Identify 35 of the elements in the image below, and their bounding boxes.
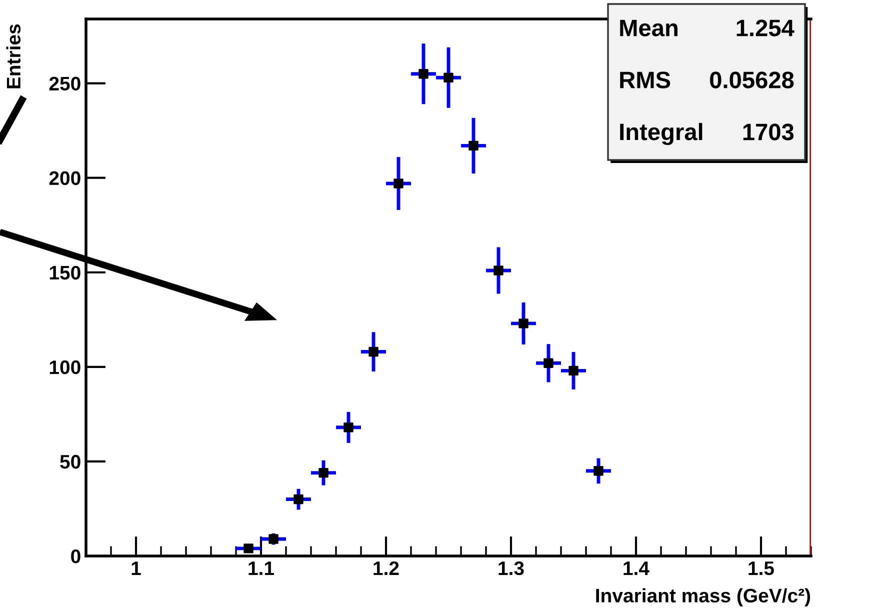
y-tick-label: 0 [71, 549, 80, 564]
x-tick-label: 1.1 [248, 562, 274, 575]
point [494, 266, 504, 276]
point [468, 140, 478, 151]
x-tick-label: 1.4 [624, 562, 650, 575]
x-axis-title: Invariant mass (GeV/c²) [596, 588, 810, 606]
x-tick-label: 1 [132, 562, 141, 575]
point [318, 468, 328, 478]
y-tick-label: 150 [50, 266, 80, 280]
y-tick-label: 50 [60, 454, 80, 469]
annotation: RMS [620, 72, 670, 88]
x-tick-label: 1.2 [374, 561, 399, 575]
x-tick-label: 1.3 [498, 561, 524, 576]
x-tick-label: 1.5 [748, 562, 774, 576]
point [394, 178, 404, 188]
point [594, 466, 604, 476]
point [294, 494, 304, 504]
y-axis-title: Entries [6, 24, 21, 88]
point [568, 366, 578, 376]
point [544, 358, 554, 368]
point [368, 346, 378, 357]
annotation: Integral [620, 122, 702, 146]
y-tick-label: 250 [49, 76, 80, 91]
point [518, 318, 528, 328]
point [444, 72, 454, 82]
point [268, 534, 278, 544]
annotation: 0.05628 [710, 72, 794, 88]
point [418, 68, 428, 79]
y-tick-label: 100 [50, 360, 80, 374]
point [244, 544, 254, 554]
y-tick-label: 200 [49, 171, 80, 186]
annotation: 1.254 [736, 20, 794, 36]
annotation: 1703 [743, 124, 794, 140]
annotation: Mean [620, 20, 678, 36]
point [344, 422, 354, 432]
